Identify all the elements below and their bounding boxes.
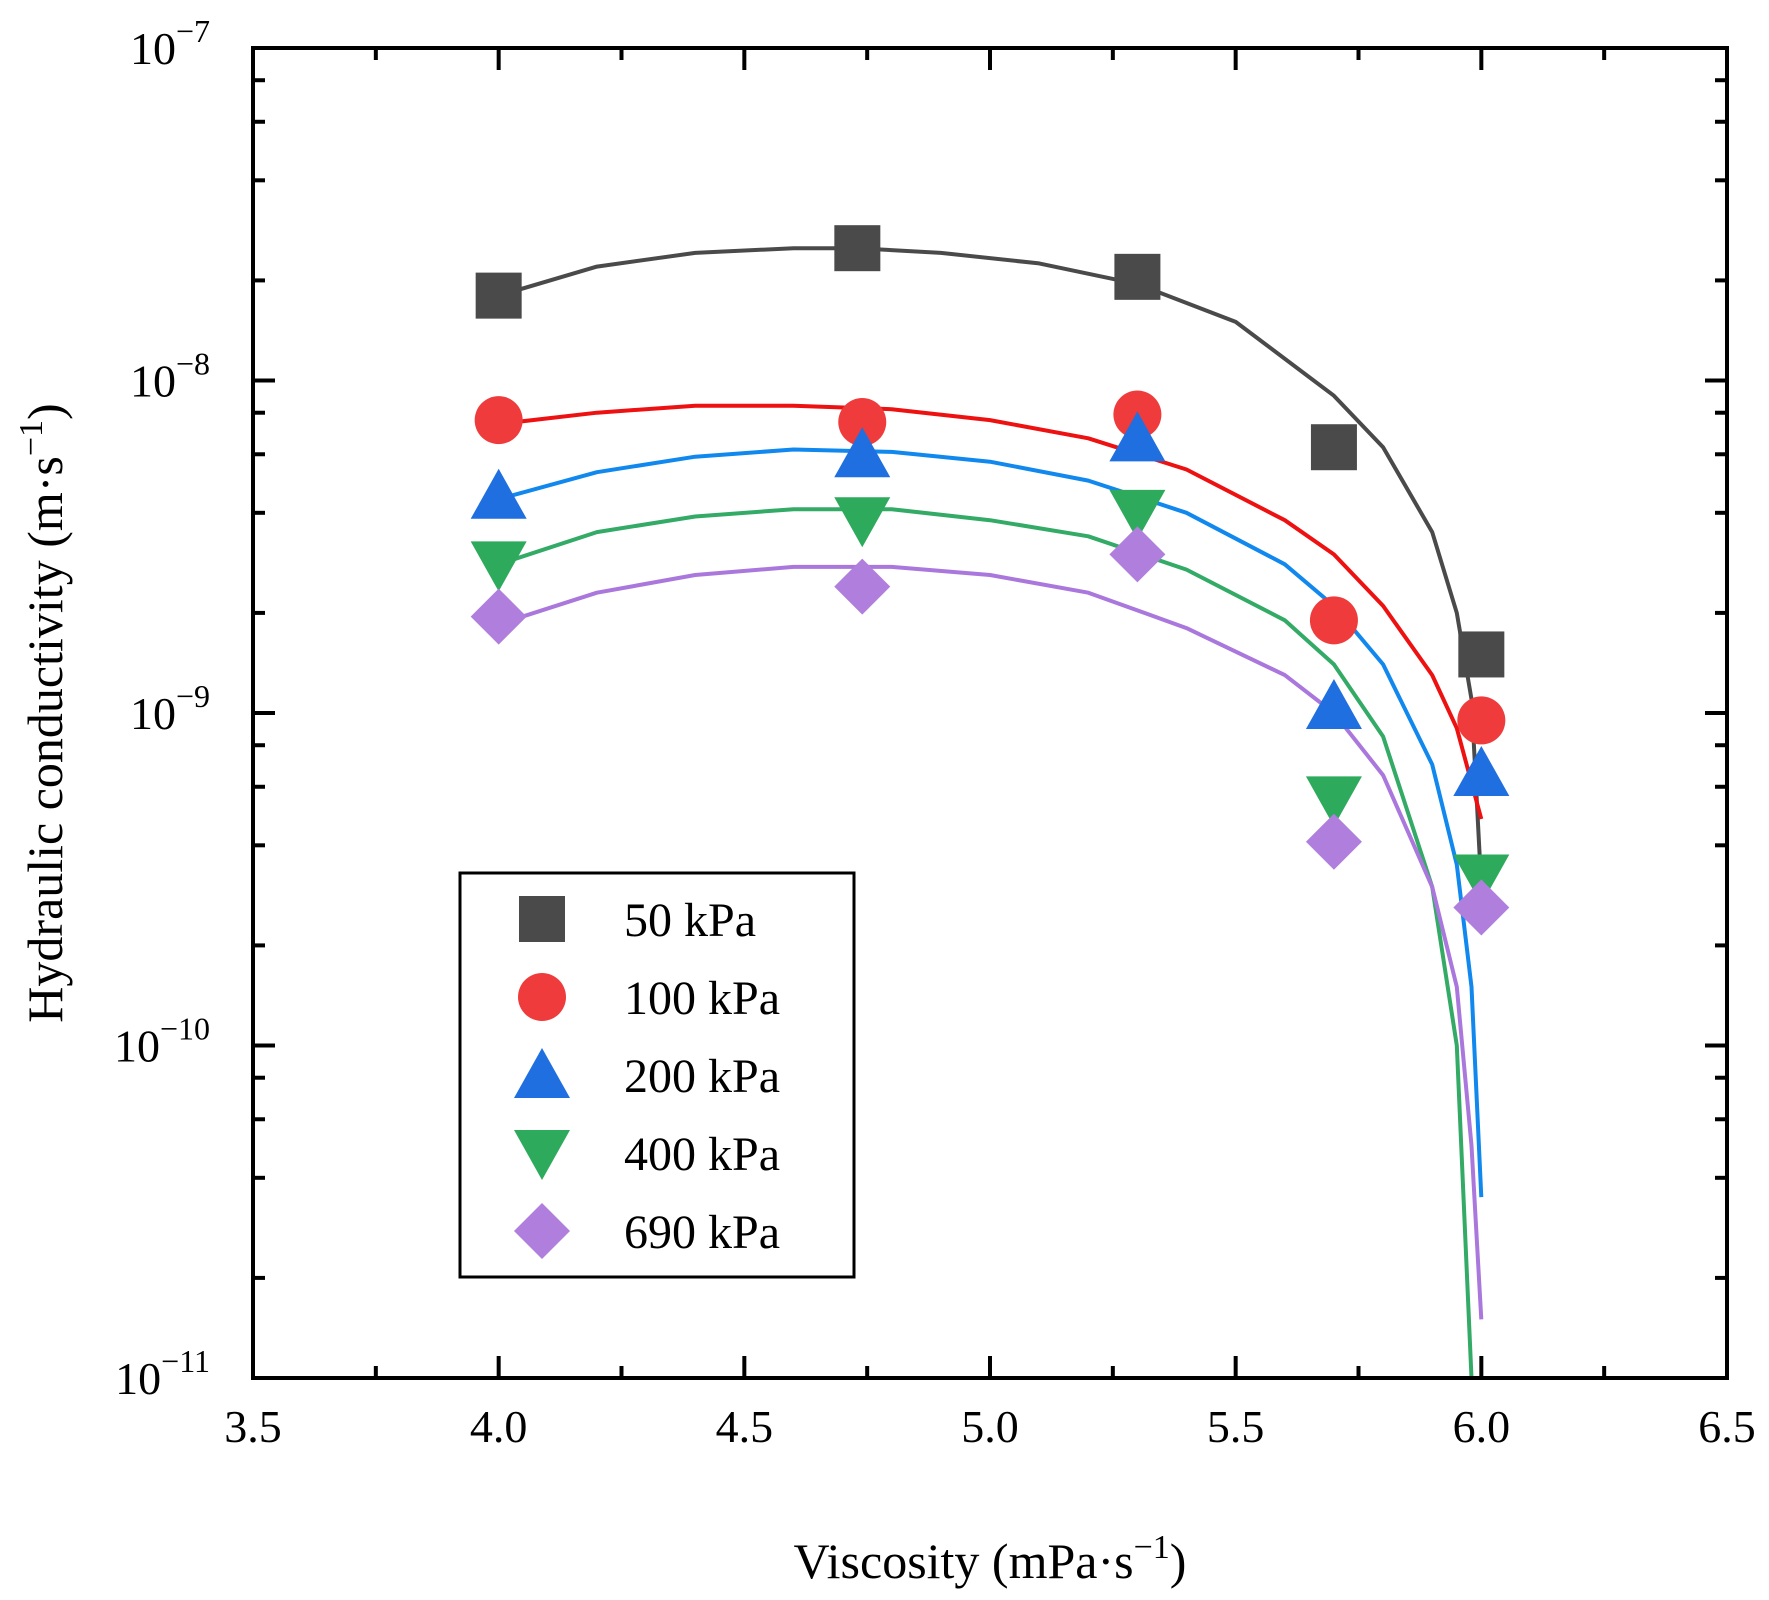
legend-label: 200 kPa — [624, 1050, 780, 1103]
marker-50-kpa — [1114, 253, 1161, 300]
marker-200-kpa — [1109, 411, 1166, 462]
marker-100-kpa — [1457, 696, 1506, 745]
legend-marker — [518, 973, 566, 1021]
marker-690-kpa — [1305, 813, 1362, 870]
x-tick-label: 3.5 — [224, 1401, 282, 1452]
marker-100-kpa — [1309, 596, 1358, 645]
y-tick-label: 10−9 — [130, 678, 210, 739]
x-tick-label: 4.5 — [716, 1401, 774, 1452]
marker-200-kpa — [834, 427, 891, 478]
marker-200-kpa — [1305, 678, 1362, 729]
marker-200-kpa — [470, 468, 527, 519]
fit-line-690-kpa — [498, 564, 1484, 1320]
x-tick-label: 6.0 — [1453, 1401, 1511, 1452]
data-markers — [470, 225, 1510, 936]
legend-label: 50 kPa — [624, 894, 756, 947]
x-axis-title: Viscosity (mPa·s−1) — [794, 1529, 1187, 1589]
y-tick-label: 10−11 — [115, 1343, 210, 1404]
marker-400-kpa — [470, 541, 527, 592]
marker-400-kpa — [1305, 776, 1362, 827]
legend-marker — [519, 896, 565, 942]
marker-50-kpa — [1458, 631, 1505, 678]
legend-label: 690 kPa — [624, 1206, 780, 1259]
y-tick-label: 10−7 — [130, 13, 210, 74]
legend-marker — [514, 1203, 570, 1259]
legend-label: 100 kPa — [624, 972, 780, 1025]
marker-690-kpa — [1109, 526, 1166, 583]
x-tick-label: 4.0 — [470, 1401, 528, 1452]
x-tick-label: 5.0 — [961, 1401, 1019, 1452]
legend-marker — [514, 1048, 570, 1098]
fit-line-200-kpa — [498, 447, 1484, 1198]
marker-50-kpa — [1310, 424, 1357, 471]
y-axis-title-sup: −1 — [13, 420, 50, 456]
y-tick-label: 10−8 — [130, 346, 210, 407]
marker-690-kpa — [834, 558, 891, 615]
marker-400-kpa — [1109, 489, 1166, 540]
x-axis-title-sup: −1 — [1134, 1529, 1170, 1566]
marker-400-kpa — [834, 497, 891, 548]
legend: 50 kPa 100 kPa 200 kPa 400 kPa 690 kPa — [458, 871, 856, 1279]
marker-50-kpa — [475, 272, 522, 319]
marker-200-kpa — [1453, 746, 1510, 797]
marker-100-kpa — [474, 396, 523, 445]
marker-100-kpa — [838, 398, 887, 447]
y-tick-label: 10−10 — [114, 1011, 210, 1072]
x-tick-label: 5.5 — [1207, 1401, 1265, 1452]
marker-50-kpa — [834, 225, 881, 272]
marker-690-kpa — [1453, 879, 1510, 936]
marker-690-kpa — [470, 588, 527, 645]
x-tick-label: 6.5 — [1698, 1401, 1756, 1452]
x-axis: 3.5 4.0 4.5 5.0 5.5 6.0 6.5 — [224, 48, 1756, 1452]
legend-marker — [514, 1130, 570, 1180]
y-axis: 10−7 10−8 10−9 10−10 10−11 — [114, 13, 1727, 1404]
legend-label: 400 kPa — [624, 1128, 780, 1181]
y-axis-title: Hydraulic conductivity (m·s−1) — [13, 403, 73, 1022]
